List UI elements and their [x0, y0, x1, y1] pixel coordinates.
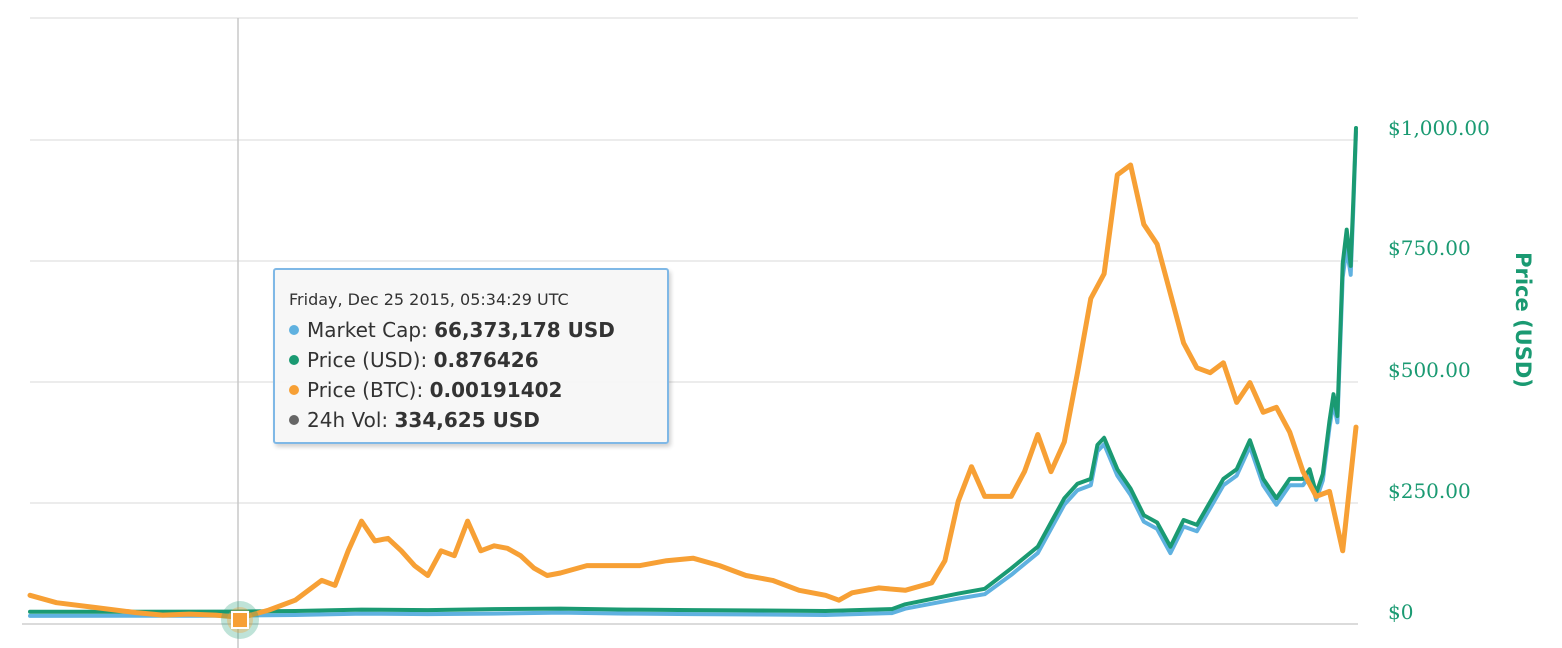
tooltip-row-price-btc: Price (BTC): 0.00191402	[289, 375, 653, 405]
series-group	[27, 126, 1359, 620]
price-btc-dot-icon	[289, 385, 299, 395]
y-axis: $0 $250.00 $500.00 $750.00 $1,000.00	[1388, 116, 1490, 624]
price-usd-dot-icon	[289, 355, 299, 365]
chart-tooltip: Friday, Dec 25 2015, 05:34:29 UTC Market…	[273, 268, 669, 444]
series-line-market-cap[interactable]	[28, 130, 1358, 618]
tooltip-value: 0.876426	[433, 348, 539, 372]
y-tick-label: $750.00	[1388, 236, 1471, 260]
y-tick-label: $0	[1388, 600, 1413, 624]
volume-dot-icon	[289, 415, 299, 425]
series-line-price-btc[interactable]	[27, 162, 1359, 620]
market-cap-dot-icon	[289, 325, 299, 335]
y-tick-label: $500.00	[1388, 358, 1471, 382]
tooltip-label: 24h Vol:	[307, 408, 389, 432]
tooltip-date: Friday, Dec 25 2015, 05:34:29 UTC	[289, 290, 569, 309]
tooltip-label: Market Cap:	[307, 318, 428, 342]
y-tick-label: $1,000.00	[1388, 116, 1490, 140]
tooltip-value: 0.00191402	[429, 378, 563, 402]
tooltip-value: 334,625 USD	[394, 408, 540, 432]
hover-markers	[221, 601, 259, 639]
tooltip-label: Price (USD):	[307, 348, 428, 372]
series-line-price-usd[interactable]	[28, 126, 1358, 614]
hover-marker-btc	[231, 611, 249, 629]
tooltip-row-price-usd: Price (USD): 0.876426	[289, 345, 653, 375]
tooltip-row-market-cap: Market Cap: 66,373,178 USD	[289, 315, 653, 345]
tooltip-value: 66,373,178 USD	[434, 318, 615, 342]
tooltip-label: Price (BTC):	[307, 378, 424, 402]
y-tick-label: $250.00	[1388, 479, 1471, 503]
tooltip-row-volume: 24h Vol: 334,625 USD	[289, 405, 653, 435]
y-axis-title: Price (USD)	[1511, 252, 1535, 388]
